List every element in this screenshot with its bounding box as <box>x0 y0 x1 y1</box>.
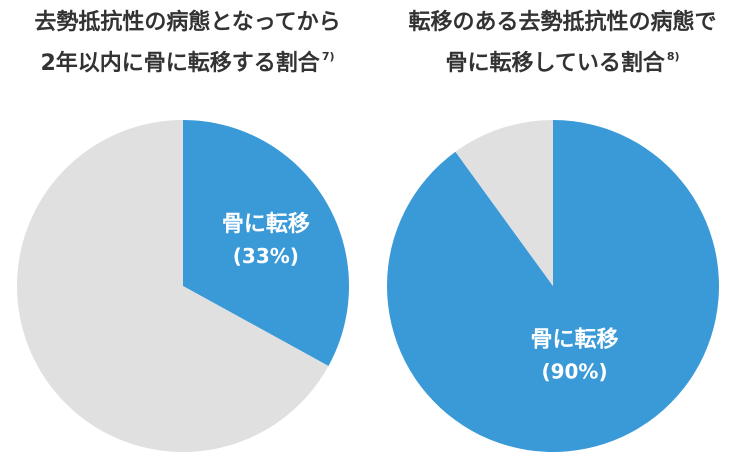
pie-2: 骨に転移 (90%) <box>387 120 719 452</box>
pie-1-title-line2: 2年以内に骨に転移する割合 <box>40 51 320 76</box>
pie-1-title-ref: 7) <box>321 50 335 63</box>
pie-2-slice-label: 骨に転移 <box>531 326 619 352</box>
pie-2-slice-2 <box>455 120 553 286</box>
pie-2-title-ref: 8) <box>666 50 680 63</box>
pie-1-slice-2 <box>16 120 329 452</box>
pie-2-title-line2: 骨に転移している割合 <box>445 51 665 76</box>
pie-1-slice-label: 骨に転移 <box>222 211 310 237</box>
pie-1-slice-1 <box>183 120 349 366</box>
pie-2-slice-value-label: (90%) <box>541 359 607 383</box>
pie-1-title-line1: 去勢抵抗性の病態となってから <box>34 10 341 35</box>
pie-1: 骨に転移 (33%) <box>16 120 349 452</box>
pie-1-slice-value-label: (33%) <box>233 244 299 268</box>
pie-2-title-line1: 転移のある去勢抵抗性の病態で <box>408 10 717 35</box>
pie-2-title: 転移のある去勢抵抗性の病態で 骨に転移している割合 8) <box>375 6 750 81</box>
pie-1-title: 去勢抵抗性の病態となってから 2年以内に骨に転移する割合 7) <box>0 6 375 81</box>
